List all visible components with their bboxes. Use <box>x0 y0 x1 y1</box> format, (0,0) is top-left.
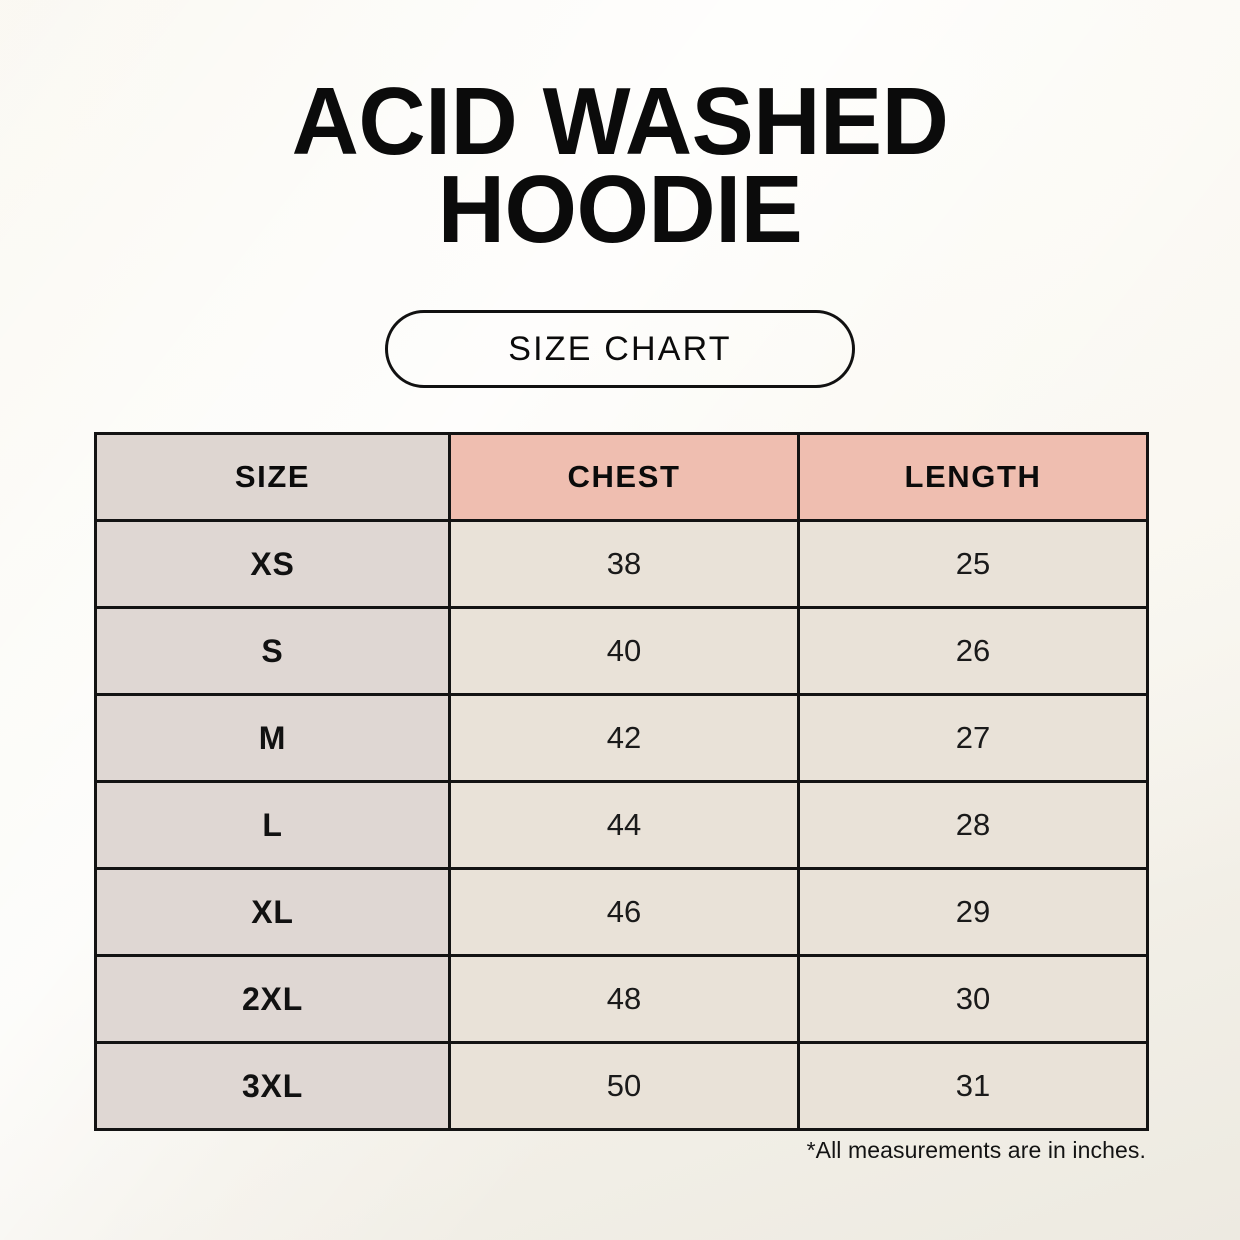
cell-length: 31 <box>797 1041 1149 1131</box>
cell-length: 25 <box>797 519 1149 609</box>
cell-length: 30 <box>797 954 1149 1044</box>
size-table-container: SIZE CHEST LENGTH XS 38 25 S 40 26 M <box>94 432 1149 1131</box>
cell-chest: 44 <box>448 780 800 870</box>
cell-size: 2XL <box>94 954 451 1044</box>
size-chart-badge-container: SIZE CHART <box>0 310 1240 388</box>
cell-chest: 48 <box>448 954 800 1044</box>
cell-chest: 40 <box>448 606 800 696</box>
cell-size: 3XL <box>94 1041 451 1131</box>
column-header-size: SIZE <box>94 432 451 522</box>
page-title-line-1: ACID WASHED <box>291 68 949 175</box>
cell-size: L <box>94 780 451 870</box>
table-row: S 40 26 <box>94 606 1149 696</box>
cell-length: 28 <box>797 780 1149 870</box>
cell-chest: 38 <box>448 519 800 609</box>
table-row: 2XL 48 30 <box>94 954 1149 1044</box>
cell-length: 27 <box>797 693 1149 783</box>
cell-length: 26 <box>797 606 1149 696</box>
table-header-row: SIZE CHEST LENGTH <box>94 432 1149 522</box>
size-table-body: XS 38 25 S 40 26 M 42 27 L 44 28 <box>94 519 1149 1131</box>
table-row: L 44 28 <box>94 780 1149 870</box>
cell-size: M <box>94 693 451 783</box>
size-chart-badge-label: SIZE CHART <box>508 329 732 368</box>
cell-length: 29 <box>797 867 1149 957</box>
table-row: XL 46 29 <box>94 867 1149 957</box>
cell-chest: 42 <box>448 693 800 783</box>
column-header-chest: CHEST <box>448 432 800 522</box>
cell-chest: 46 <box>448 867 800 957</box>
cell-chest: 50 <box>448 1041 800 1131</box>
column-header-length: LENGTH <box>797 432 1149 522</box>
size-chart-badge: SIZE CHART <box>385 310 855 388</box>
measurement-units-note: *All measurements are in inches. <box>806 1137 1146 1163</box>
size-table: SIZE CHEST LENGTH XS 38 25 S 40 26 M <box>94 432 1149 1131</box>
table-row: 3XL 50 31 <box>94 1041 1149 1131</box>
table-row: XS 38 25 <box>94 519 1149 609</box>
cell-size: S <box>94 606 451 696</box>
table-row: M 42 27 <box>94 693 1149 783</box>
cell-size: XS <box>94 519 451 609</box>
size-table-header: SIZE CHEST LENGTH <box>94 432 1149 522</box>
page-title: ACID WASHED HOODIE <box>19 74 1222 258</box>
cell-size: XL <box>94 867 451 957</box>
page-title-line-2: HOODIE <box>437 156 803 264</box>
